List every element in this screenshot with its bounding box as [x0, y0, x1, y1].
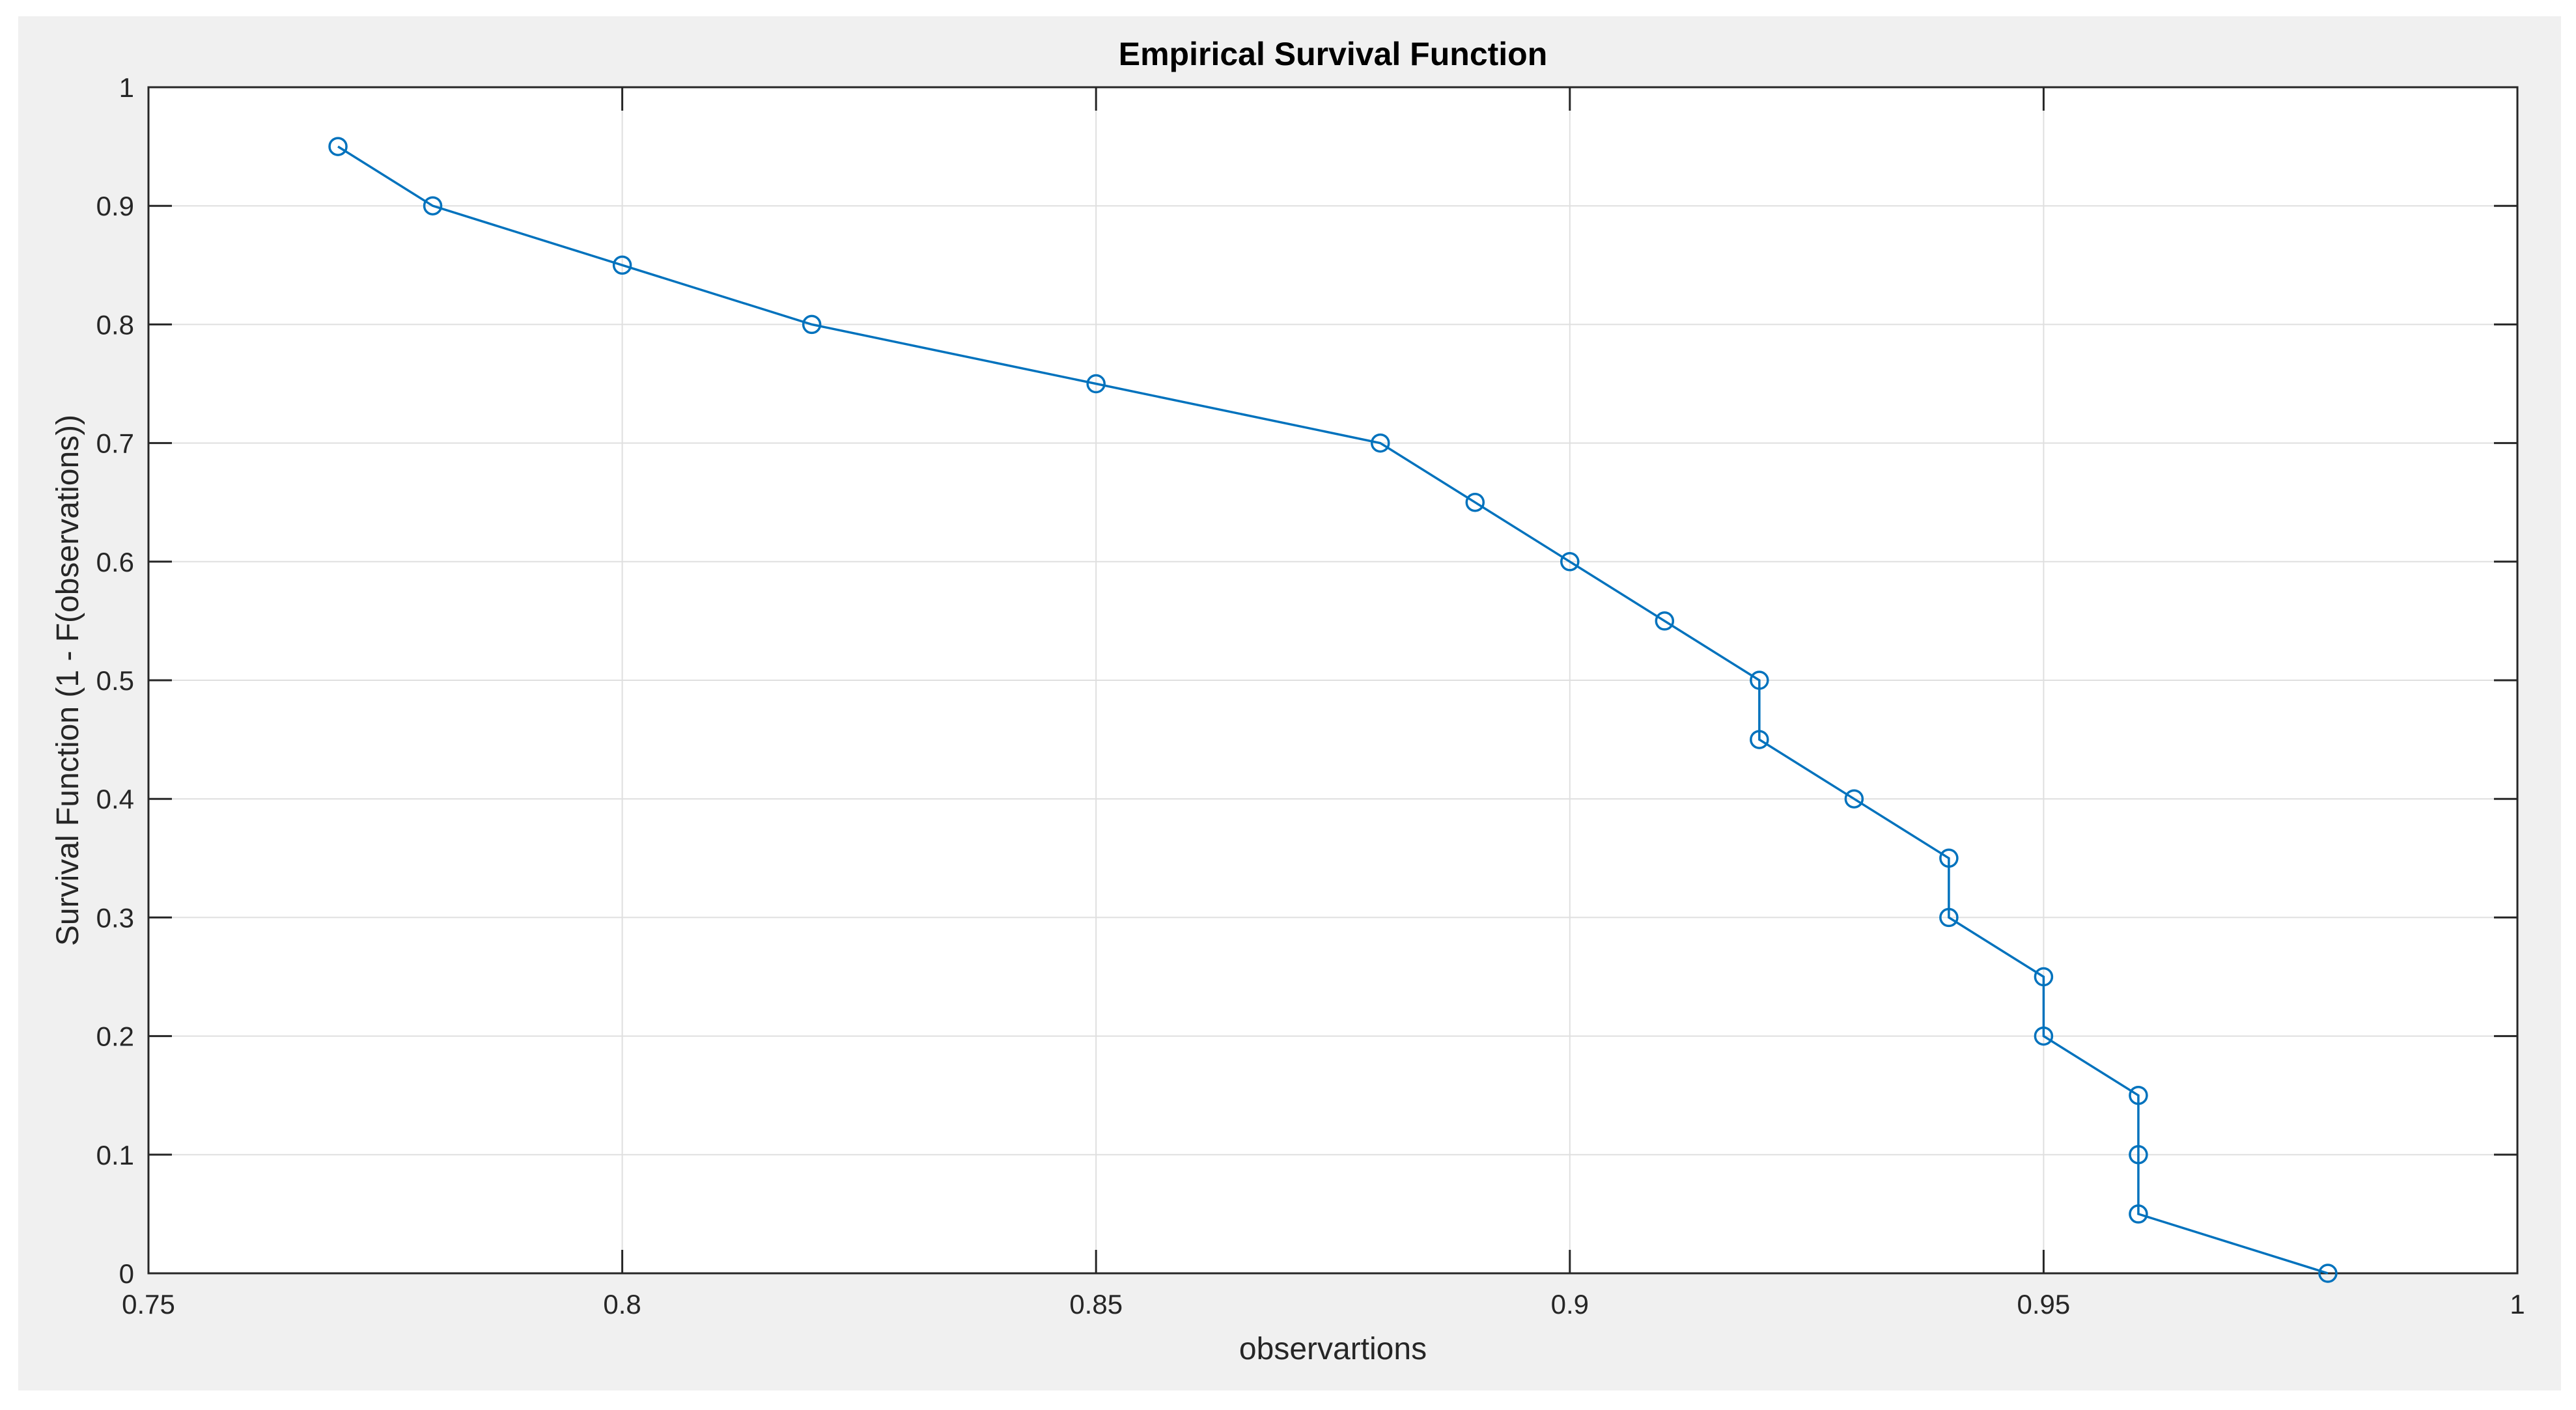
data-point-marker [1750, 730, 1769, 749]
chart-title: Empirical Survival Function [1119, 36, 1548, 72]
y-tick-label: 0.1 [96, 1140, 134, 1170]
x-tick-label: 0.95 [2017, 1289, 2071, 1320]
y-axis-label: Survival Function (1 - F(observations)) [51, 415, 85, 946]
y-tick-label: 1 [119, 72, 134, 103]
data-point-marker [2034, 967, 2054, 987]
y-tick-label: 0.8 [96, 309, 134, 340]
data-point-marker [1465, 492, 1485, 512]
data-point-marker [2129, 1145, 2148, 1165]
data-point-marker [1939, 907, 1959, 928]
x-tick-label: 0.9 [1551, 1289, 1589, 1320]
data-point-marker [2034, 1026, 2054, 1046]
x-axis-label: observartions [1239, 1332, 1427, 1366]
data-point-marker [1560, 552, 1580, 572]
data-point-marker [2129, 1204, 2148, 1224]
data-point-marker [1655, 611, 1675, 631]
y-tick-label: 0.3 [96, 902, 134, 933]
data-point-marker [1939, 848, 1959, 868]
data-point-marker [802, 314, 822, 335]
x-tick-label: 0.8 [603, 1289, 641, 1320]
x-tick-label: 0.85 [1069, 1289, 1123, 1320]
data-point-marker [423, 196, 443, 215]
data-point-marker [2129, 1085, 2148, 1105]
data-point-marker [1844, 789, 1864, 809]
data-point-marker [1750, 670, 1769, 690]
data-series [328, 137, 2338, 1283]
data-point-marker [1371, 433, 1390, 453]
y-tick-label: 0.9 [96, 191, 134, 221]
y-tick-label: 0.5 [96, 665, 134, 696]
x-tick-label: 0.75 [122, 1289, 175, 1320]
data-point-marker [328, 137, 348, 156]
data-point-marker [1086, 374, 1106, 394]
y-tick-labels: 0 0.1 0.2 0.3 0.4 0.5 0.6 0.7 0.8 0.9 1 [96, 72, 134, 1289]
x-tick-label: 1 [2510, 1289, 2525, 1320]
data-point-marker [2318, 1264, 2338, 1283]
x-tick-labels: 0.75 0.8 0.85 0.9 0.95 1 [122, 1289, 2525, 1320]
y-tick-label: 0.2 [96, 1021, 134, 1052]
y-tick-label: 0 [119, 1258, 134, 1289]
axes-frame [147, 86, 2519, 1275]
series-line [337, 145, 2329, 1275]
y-tick-label: 0.4 [96, 784, 134, 814]
y-tick-label: 0.6 [96, 547, 134, 577]
y-tick-label: 0.7 [96, 428, 134, 459]
data-point-marker [612, 255, 632, 275]
